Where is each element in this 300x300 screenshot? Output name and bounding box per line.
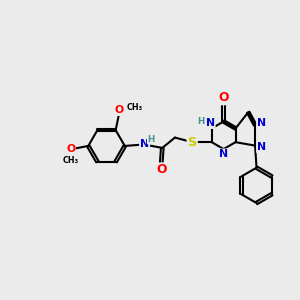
- Text: CH₃: CH₃: [62, 156, 79, 165]
- Text: O: O: [218, 91, 229, 104]
- Text: O: O: [66, 145, 75, 154]
- Text: O: O: [156, 164, 166, 176]
- Text: S: S: [188, 136, 197, 149]
- Text: H: H: [148, 135, 155, 144]
- Text: N: N: [257, 118, 266, 128]
- Text: CH₃: CH₃: [127, 103, 143, 112]
- Text: N: N: [206, 118, 215, 128]
- Text: H: H: [198, 117, 205, 126]
- Text: N: N: [219, 149, 228, 159]
- Text: O: O: [114, 105, 123, 115]
- Text: N: N: [257, 142, 266, 152]
- Text: N: N: [140, 139, 149, 148]
